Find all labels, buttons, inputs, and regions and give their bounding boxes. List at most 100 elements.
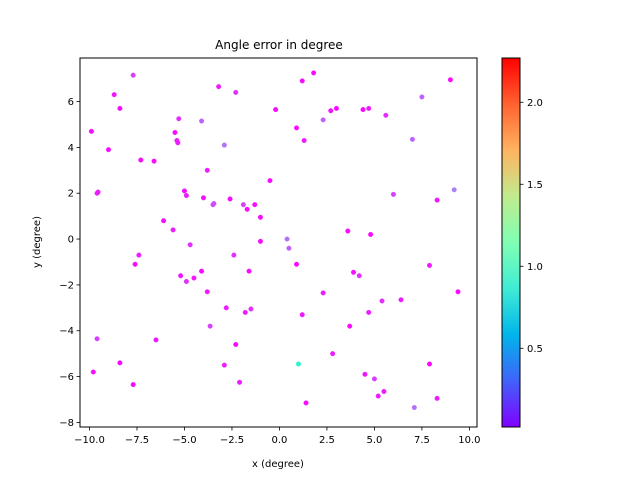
x-tick-label: 0.0 xyxy=(271,435,287,446)
plot-frame xyxy=(79,57,478,428)
scatter-point-93 xyxy=(411,405,417,411)
scatter-point-36 xyxy=(311,70,317,76)
scatter-point-53 xyxy=(178,273,184,279)
scatter-point-77 xyxy=(90,369,96,375)
scatter-point-18 xyxy=(199,118,205,124)
scatter-point-63 xyxy=(246,268,252,274)
scatter-point-64 xyxy=(257,238,263,244)
scatter-point-16 xyxy=(183,193,189,199)
scatter-point-43 xyxy=(383,112,389,118)
scatter-point-65 xyxy=(284,236,290,242)
x-tick-label: 2.5 xyxy=(319,435,335,446)
scatter-point-82 xyxy=(233,341,239,347)
scatter-point-61 xyxy=(242,309,248,315)
scatter-point-42 xyxy=(366,105,372,111)
scatter-point-27 xyxy=(240,202,246,208)
scatter-point-44 xyxy=(390,191,396,197)
colorbar-ticks: 0.5 1.0 1.5 2.0 xyxy=(520,98,543,355)
scatter-point-95 xyxy=(434,395,440,401)
scatter-points xyxy=(88,70,461,411)
y-tick-label: 2 xyxy=(68,189,74,200)
scatter-point-68 xyxy=(320,290,326,296)
scatter-point-92 xyxy=(381,388,387,394)
scatter-point-39 xyxy=(333,105,339,111)
scatter-point-14 xyxy=(176,116,182,122)
scatter-point-85 xyxy=(299,312,305,318)
scatter-point-41 xyxy=(360,107,366,113)
scatter-point-52 xyxy=(136,252,142,258)
scatter-point-67 xyxy=(294,261,300,267)
scatter-point-58 xyxy=(207,323,213,329)
scatter-point-78 xyxy=(117,360,123,366)
x-axis: −10.0 −7.5 −5.0 −2.5 0.0 2.5 5.0 7.5 10.0 xyxy=(74,427,481,446)
scatter-point-87 xyxy=(330,351,336,357)
scatter-point-70 xyxy=(356,273,362,279)
x-tick-label: 5.0 xyxy=(366,435,382,446)
scatter-point-46 xyxy=(419,94,425,100)
scatter-point-8 xyxy=(151,158,157,164)
scatter-point-30 xyxy=(257,214,263,220)
scatter-point-94 xyxy=(427,361,433,367)
scatter-point-29 xyxy=(252,202,258,208)
scatter-point-10 xyxy=(170,227,176,233)
scatter-point-17 xyxy=(187,242,193,248)
scatter-point-15 xyxy=(181,188,187,194)
scatter-point-66 xyxy=(286,245,292,251)
y-tick-label: −4 xyxy=(59,326,74,337)
scatter-point-60 xyxy=(231,252,237,258)
scatter-point-80 xyxy=(153,337,159,343)
scatter-point-22 xyxy=(211,201,217,207)
scatter-point-75 xyxy=(455,289,461,295)
scatter-point-62 xyxy=(248,306,254,312)
colorbar-tick-label: 2.0 xyxy=(527,98,543,109)
scatter-point-24 xyxy=(221,142,227,148)
scatter-point-26 xyxy=(233,89,239,95)
colorbar xyxy=(501,57,521,428)
scatter-point-33 xyxy=(294,125,300,131)
colorbar-tick-label: 1.5 xyxy=(527,180,543,191)
y-tick-label: −2 xyxy=(59,280,74,291)
scatter-point-79 xyxy=(130,382,136,388)
scatter-point-56 xyxy=(199,268,205,274)
scatter-point-2 xyxy=(95,189,101,195)
scatter-point-32 xyxy=(273,107,279,113)
scatter-point-45 xyxy=(409,136,415,142)
scatter-point-81 xyxy=(221,362,227,368)
chart-title: Angle error in degree xyxy=(215,38,343,52)
scatter-point-71 xyxy=(366,309,372,315)
scatter-point-19 xyxy=(200,195,206,201)
scatter-point-38 xyxy=(328,108,334,114)
y-tick-label: −8 xyxy=(59,418,74,429)
scatter-point-49 xyxy=(451,187,457,193)
scatter-point-47 xyxy=(434,197,440,203)
scatter-point-34 xyxy=(299,78,305,84)
scatter-point-54 xyxy=(183,278,189,284)
y-tick-label: −6 xyxy=(59,372,74,383)
scatter-point-73 xyxy=(398,297,404,303)
scatter-point-91 xyxy=(375,393,381,399)
scatter-point-69 xyxy=(351,269,357,275)
scatter-point-4 xyxy=(111,92,117,98)
scatter-point-72 xyxy=(379,298,385,304)
x-tick-label: −10.0 xyxy=(74,435,105,446)
x-axis-label: x (degree) xyxy=(252,459,304,470)
scatter-point-20 xyxy=(204,167,210,173)
scatter-point-84 xyxy=(295,361,301,367)
scatter-point-48 xyxy=(447,77,453,83)
scatter-point-76 xyxy=(94,336,100,342)
x-tick-label: −7.5 xyxy=(125,435,149,446)
x-tick-label: 10.0 xyxy=(458,435,480,446)
scatter-point-25 xyxy=(227,196,233,202)
scatter-point-74 xyxy=(427,262,433,268)
scatter-point-89 xyxy=(362,371,368,377)
scatter-point-50 xyxy=(368,231,374,237)
scatter-point-90 xyxy=(371,376,377,382)
scatter-point-0 xyxy=(88,128,94,134)
y-tick-label: 4 xyxy=(68,143,74,154)
y-tick-label: 6 xyxy=(68,97,74,108)
scatter-point-11 xyxy=(172,129,178,135)
y-axis: −8 −6 −4 −2 0 2 4 6 xyxy=(59,97,80,429)
scatter-point-86 xyxy=(303,400,309,406)
scatter-point-35 xyxy=(301,138,307,144)
scatter-point-55 xyxy=(191,275,197,281)
